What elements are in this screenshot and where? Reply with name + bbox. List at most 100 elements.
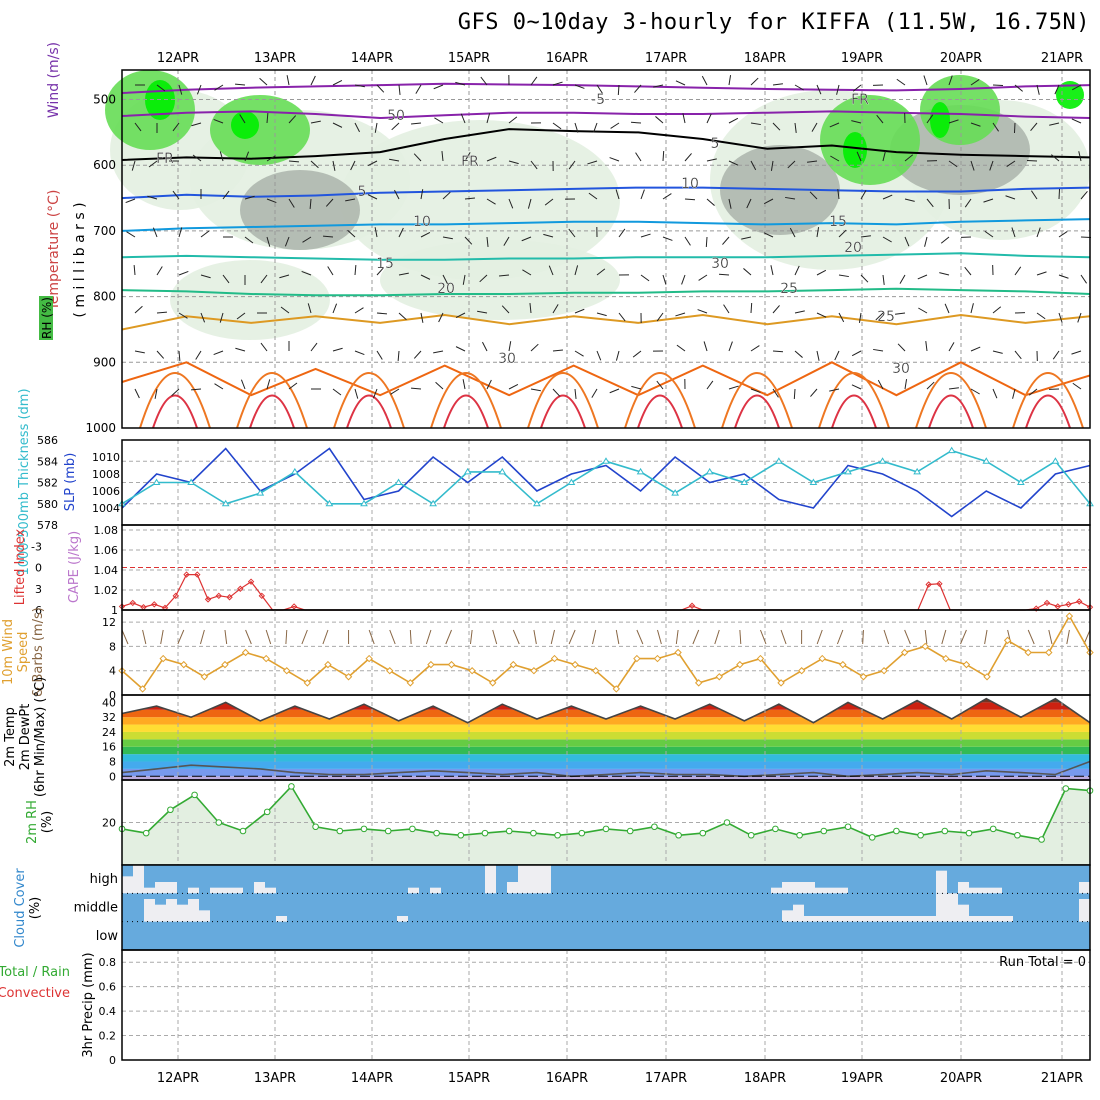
rh2m-point <box>288 783 295 790</box>
wind-barb <box>266 155 276 162</box>
surface-wind-barb <box>1083 629 1091 645</box>
temp-ylabel: 2m Temp 2m DewPt (6hr Min/Max) (°C) <box>3 677 48 797</box>
wind-barb <box>772 305 780 314</box>
wind-barb <box>895 312 906 315</box>
wind-barb <box>948 160 958 168</box>
temp-tick-label: 40 <box>102 696 116 709</box>
wind-barb <box>310 342 318 352</box>
surface-wind-barb <box>301 629 308 645</box>
date-label-top: 13APR <box>254 51 296 66</box>
wind-barb <box>410 387 422 390</box>
thickness-ylabel-text: 1000-500mb Thickness (dm) <box>17 388 32 575</box>
wind-barb <box>662 193 672 200</box>
wind-barb <box>244 151 250 162</box>
wind-barb <box>896 78 906 86</box>
wind-speed-point <box>674 648 682 657</box>
wind-barb <box>816 312 827 318</box>
pressure-tick-label: 700 <box>93 224 116 238</box>
wind-barb <box>398 227 404 238</box>
wind-barb <box>374 122 378 133</box>
wind-barb <box>630 121 642 124</box>
cloud-bar-middle <box>804 916 815 922</box>
wind-barb <box>1058 230 1068 238</box>
surface-wind-barb <box>492 629 498 645</box>
warm-contour <box>139 372 211 429</box>
wind-speed-point <box>942 654 950 663</box>
cape-tick-label: 1.02 <box>94 584 119 597</box>
wind-barb <box>1054 84 1060 95</box>
precip-tick-label: 0.6 <box>99 981 117 994</box>
wind-barb <box>413 350 422 359</box>
wind-barb <box>354 84 365 88</box>
wind-barb <box>390 388 400 395</box>
wind-barb <box>178 350 181 362</box>
thickness-point <box>878 457 887 464</box>
cloud-ylabel-text: Cloud Cover <box>13 868 28 948</box>
cloud-bar-middle <box>177 904 188 922</box>
wind-barb <box>372 388 378 399</box>
date-label-bottom: 12APR <box>157 1071 199 1086</box>
surface-wind-barb <box>322 629 329 645</box>
wind-barb <box>126 231 136 238</box>
contour-label: 25 <box>877 309 895 325</box>
rh2m-point <box>215 819 223 826</box>
wind-barb <box>728 117 739 124</box>
cloud-bar-middle <box>958 904 969 922</box>
hot-contour <box>443 394 489 429</box>
wind-barb <box>192 154 202 162</box>
wind-barb <box>148 160 158 168</box>
rh-shading <box>1056 81 1084 109</box>
rh2m-point <box>1014 831 1021 839</box>
wind-barb <box>970 78 980 86</box>
wind-barb <box>131 160 136 171</box>
wind-barb <box>367 194 378 200</box>
cloud-bar-middle <box>815 916 826 922</box>
wind-barb <box>574 265 579 276</box>
wind-speed-point <box>365 654 373 663</box>
ylabel-temperature: Temperature (°C) <box>46 190 62 312</box>
wind-barb <box>1058 312 1063 323</box>
thickness-point <box>360 499 368 507</box>
wind-barb <box>682 113 686 124</box>
isotherm-line <box>121 82 1091 94</box>
wind-barb <box>354 350 365 356</box>
wind-barb <box>948 119 959 124</box>
precip-ylabel-text: 3hr Precip (mm) <box>81 952 96 1057</box>
wind-barb <box>259 77 268 86</box>
precip-ylabel: 3hr Precip (mm) <box>81 952 96 1057</box>
wind-barb <box>214 84 224 91</box>
contour-label: 25 <box>780 281 798 297</box>
ylabel-pressure: ( m i l l i b a r s ) <box>72 202 88 317</box>
wind-speed-point <box>900 648 909 657</box>
cape-ylabel-text: CAPE (J/kg) <box>67 531 82 603</box>
date-label-top: 14APR <box>351 51 393 66</box>
wind-barb <box>587 160 598 165</box>
wind-barb <box>1072 84 1082 91</box>
wind-barb <box>681 274 686 285</box>
wind-speed-point <box>715 673 723 681</box>
wind-barb <box>596 84 603 94</box>
warm-contour <box>430 372 502 429</box>
wind-barb <box>266 198 277 204</box>
rh2m-point <box>796 831 803 839</box>
rh2m-point <box>142 829 150 837</box>
wind-barb <box>1052 350 1060 360</box>
wind-speed-point <box>839 660 847 669</box>
wind-barb <box>653 84 664 88</box>
rh2m-point <box>917 831 924 839</box>
wind-barb <box>527 198 532 209</box>
wind-barb <box>964 198 972 208</box>
hot-contour <box>540 394 586 429</box>
surface-wind-barb <box>142 629 147 645</box>
wind-barb <box>1051 154 1060 162</box>
wind-barb <box>191 122 202 127</box>
thickness-point <box>982 457 991 464</box>
wind-barb <box>676 344 686 352</box>
wind-barb <box>266 379 271 390</box>
wind-barb <box>701 75 708 86</box>
wind-barb <box>926 381 935 390</box>
wind-barb <box>235 347 246 352</box>
wind-barb <box>438 312 444 323</box>
wind10m-frame <box>121 609 1091 696</box>
wind-barb <box>552 122 562 130</box>
